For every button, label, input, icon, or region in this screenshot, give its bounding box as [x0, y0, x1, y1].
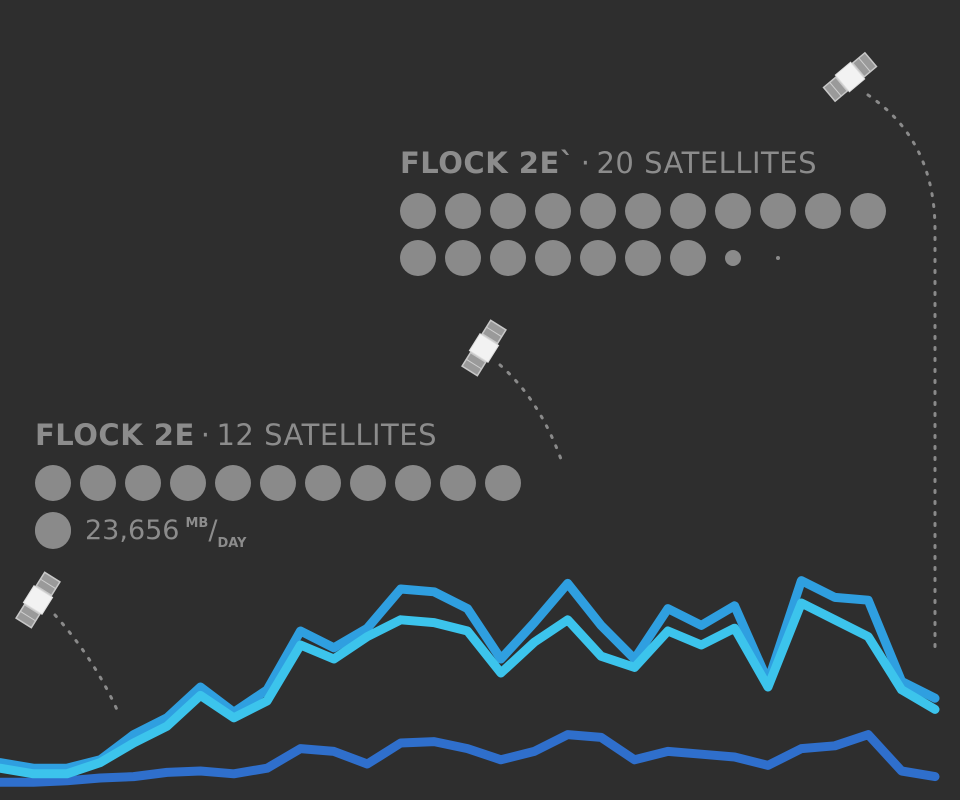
satellite-dot [395, 465, 431, 501]
satellite-dot [535, 240, 571, 276]
satellite-part [829, 81, 842, 97]
satellite-part [20, 610, 36, 622]
orbit-path [53, 613, 120, 714]
satellite-dot [445, 240, 481, 276]
orbit-path [866, 93, 937, 652]
satellite-dot [670, 240, 706, 276]
satellites [15, 51, 878, 629]
series-line [0, 730, 940, 787]
satellite-dot [125, 465, 161, 501]
satellite-dot [400, 193, 436, 229]
satellite-dot [305, 465, 341, 501]
flock-separator: · [580, 146, 591, 180]
satellite-dot [490, 193, 526, 229]
satellite-dot [850, 193, 886, 229]
rate-slash: / [208, 515, 218, 546]
satellite-dot [440, 465, 476, 501]
satellite-dot [535, 193, 571, 229]
satellite-dot [400, 240, 436, 276]
rate-dot [35, 513, 71, 549]
flock-separator: · [200, 418, 211, 452]
rate-value: 23,656 [85, 515, 180, 546]
satellite-dot [760, 193, 796, 229]
satellite-dot [625, 193, 661, 229]
orbit-path [498, 363, 564, 464]
flock-name: FLOCK 2E [35, 418, 195, 452]
satellite-dot [776, 256, 780, 260]
flock-count: 12 SATELLITES [216, 418, 437, 452]
series-line [0, 598, 940, 779]
satellite-icon [822, 51, 878, 103]
satellite-dot [805, 193, 841, 229]
orbit-paths [53, 93, 937, 714]
satellite-dot [725, 250, 741, 266]
rate-unit-mb: MB [185, 516, 209, 531]
satellite-dot [445, 193, 481, 229]
flock-2e-label: FLOCK 2E · 12 SATELLITES [35, 418, 437, 452]
satellite-dot [490, 240, 526, 276]
satellite-part [22, 585, 54, 615]
satellite-part [858, 57, 871, 73]
satellite-dot [485, 465, 521, 501]
satellite-part [468, 333, 500, 363]
satellite-dot [260, 465, 296, 501]
satellite-dot [715, 193, 751, 229]
flock-2e-prime-label: FLOCK 2E` · 20 SATELLITES [400, 146, 817, 180]
satellite-icon [15, 571, 61, 629]
data-lines [0, 576, 940, 787]
satellite-dot [625, 240, 661, 276]
satellite-dot [170, 465, 206, 501]
satellite-part [466, 358, 482, 370]
satellite-dot [215, 465, 251, 501]
satellite-part [486, 326, 502, 338]
satellite-part [40, 578, 56, 590]
satellite-dot [670, 193, 706, 229]
flock-count: 20 SATELLITES [596, 146, 817, 180]
satellite-dot [580, 240, 616, 276]
satellite-dot [80, 465, 116, 501]
satellite-dot [580, 193, 616, 229]
satellite-part [834, 61, 866, 93]
satellite-dot [350, 465, 386, 501]
flock-name: FLOCK 2E` [400, 146, 575, 180]
data-rate: 23,656 MB/DAY [85, 515, 246, 551]
satellite-dot [35, 465, 71, 501]
rate-unit-day: DAY [217, 536, 247, 551]
satellite-icon [461, 319, 507, 377]
